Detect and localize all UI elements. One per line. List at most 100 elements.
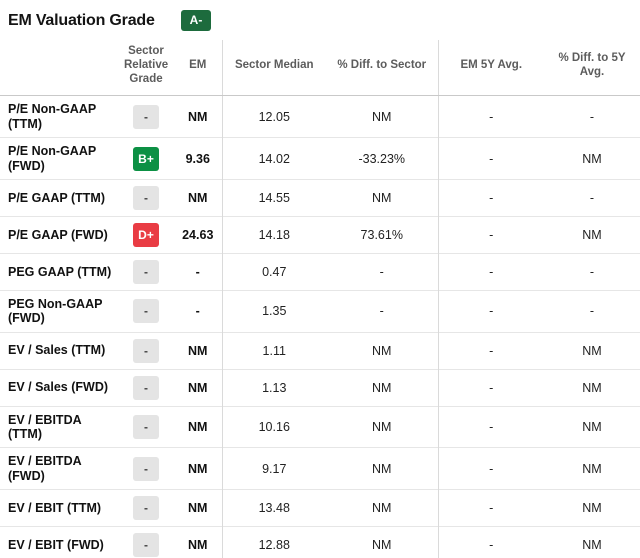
grade-cell: - — [118, 289, 174, 333]
page-title: EM Valuation Grade — [8, 11, 155, 29]
sector-relative-grade-header: Sector Relative Grade — [118, 40, 174, 97]
metric-label[interactable]: P/E Non-GAAP (FWD) — [0, 137, 118, 180]
diff-to-5y-avg-value: NM — [544, 215, 640, 254]
widget-title-bar: EM Valuation Grade A- — [0, 0, 640, 40]
grade-cell: - — [118, 405, 174, 448]
em-5y-avg-value: - — [438, 215, 544, 254]
diff-to-5y-avg-value: NM — [544, 331, 640, 370]
em-value: NM — [174, 405, 223, 448]
em-value: NM — [174, 526, 223, 558]
sector-median-value: 13.48 — [222, 489, 326, 527]
table-row: EV / Sales (TTM) - NM 1.11 NM - NM — [0, 331, 640, 370]
em-5y-avg-value: - — [438, 252, 544, 291]
em-5y-avg-value: - — [438, 447, 544, 490]
diff-to-sector-header: % Diff. to Sector — [326, 40, 439, 97]
em-value: NM — [174, 447, 223, 490]
grade-cell: - — [118, 252, 174, 291]
grade-badge: B+ — [133, 146, 159, 171]
metric-label[interactable]: EV / EBIT (FWD) — [0, 526, 118, 558]
table-row: EV / EBIT (FWD) - NM 12.88 NM - NM — [0, 526, 640, 558]
em-5y-avg-value: - — [438, 95, 544, 138]
table-row: P/E Non-GAAP (FWD) B+ 9.36 14.02 -33.23%… — [0, 137, 640, 180]
em-column-header: EM — [174, 40, 223, 97]
valuation-table: Sector Relative Grade EM Sector Median %… — [0, 40, 640, 558]
table-row: EV / EBIT (TTM) - NM 13.48 NM - NM — [0, 489, 640, 527]
grade-cell: - — [118, 368, 174, 407]
diff-to-sector-value: - — [326, 252, 439, 291]
metric-label[interactable]: PEG Non-GAAP (FWD) — [0, 289, 118, 333]
sector-median-value: 14.18 — [222, 215, 326, 254]
grade-cell: - — [118, 447, 174, 490]
table-row: P/E GAAP (FWD) D+ 24.63 14.18 73.61% - N… — [0, 215, 640, 254]
sector-median-value: 12.05 — [222, 95, 326, 138]
grade-cell: - — [118, 178, 174, 217]
diff-to-sector-value: NM — [326, 368, 439, 407]
table-row: EV / Sales (FWD) - NM 1.13 NM - NM — [0, 368, 640, 407]
table-row: EV / EBITDA (TTM) - NM 10.16 NM - NM — [0, 405, 640, 448]
em-5y-avg-value: - — [438, 137, 544, 180]
metric-label[interactable]: P/E Non-GAAP (TTM) — [0, 95, 118, 138]
diff-to-5y-avg-value: NM — [544, 526, 640, 558]
grade-cell: B+ — [118, 137, 174, 180]
metric-label[interactable]: EV / EBITDA (FWD) — [0, 447, 118, 490]
diff-to-5y-avg-value: NM — [544, 489, 640, 527]
diff-to-5y-avg-value: - — [544, 289, 640, 333]
sector-median-value: 10.16 — [222, 405, 326, 448]
sector-median-value: 1.11 — [222, 331, 326, 370]
sector-median-value: 14.02 — [222, 137, 326, 180]
metric-label[interactable]: EV / EBITDA (TTM) — [0, 405, 118, 448]
sector-median-value: 0.47 — [222, 252, 326, 291]
table-row: P/E Non-GAAP (TTM) - NM 12.05 NM - - — [0, 95, 640, 138]
table-row: PEG GAAP (TTM) - - 0.47 - - - — [0, 252, 640, 291]
grade-badge: D+ — [133, 222, 159, 247]
grade-badge: - — [133, 533, 159, 558]
sector-median-header: Sector Median — [222, 40, 326, 97]
em-5y-avg-value: - — [438, 405, 544, 448]
metric-label[interactable]: P/E GAAP (TTM) — [0, 178, 118, 217]
grade-badge: - — [133, 259, 159, 284]
valuation-table-body: P/E Non-GAAP (TTM) - NM 12.05 NM - - P/E… — [0, 95, 640, 558]
grade-badge: - — [133, 299, 159, 324]
diff-to-5y-avg-value: - — [544, 252, 640, 291]
em-5y-avg-value: - — [438, 331, 544, 370]
table-header-row: Sector Relative Grade EM Sector Median %… — [0, 40, 640, 97]
em-5y-avg-header: EM 5Y Avg. — [438, 40, 544, 97]
em-value: NM — [174, 95, 223, 138]
sector-median-value: 9.17 — [222, 447, 326, 490]
em-value: NM — [174, 368, 223, 407]
metric-column-header — [0, 40, 118, 97]
grade-cell: - — [118, 331, 174, 370]
diff-to-sector-value: 73.61% — [326, 215, 439, 254]
table-row: EV / EBITDA (FWD) - NM 9.17 NM - NM — [0, 447, 640, 490]
table-row: P/E GAAP (TTM) - NM 14.55 NM - - — [0, 178, 640, 217]
em-5y-avg-value: - — [438, 526, 544, 558]
grade-cell: D+ — [118, 215, 174, 254]
grade-badge: - — [133, 185, 159, 210]
metric-label[interactable]: EV / Sales (FWD) — [0, 368, 118, 407]
grade-cell: - — [118, 95, 174, 138]
diff-to-5y-avg-value: - — [544, 178, 640, 217]
em-5y-avg-value: - — [438, 178, 544, 217]
diff-to-sector-value: NM — [326, 489, 439, 527]
em-value: NM — [174, 178, 223, 217]
diff-to-5y-avg-value: NM — [544, 405, 640, 448]
metric-label[interactable]: EV / EBIT (TTM) — [0, 489, 118, 527]
em-value: - — [174, 289, 223, 333]
em-5y-avg-value: - — [438, 289, 544, 333]
diff-to-5y-avg-value: NM — [544, 447, 640, 490]
diff-to-sector-value: NM — [326, 526, 439, 558]
em-5y-avg-value: - — [438, 368, 544, 407]
metric-label[interactable]: EV / Sales (TTM) — [0, 331, 118, 370]
overall-grade-badge[interactable]: A- — [180, 10, 212, 31]
sector-median-value: 14.55 — [222, 178, 326, 217]
grade-badge: - — [133, 338, 159, 363]
diff-to-sector-value: NM — [326, 331, 439, 370]
metric-label[interactable]: P/E GAAP (FWD) — [0, 215, 118, 254]
diff-to-5y-avg-value: - — [544, 95, 640, 138]
metric-label[interactable]: PEG GAAP (TTM) — [0, 252, 118, 291]
diff-to-sector-value: NM — [326, 447, 439, 490]
grade-badge: - — [133, 104, 159, 129]
diff-to-sector-value: - — [326, 289, 439, 333]
diff-to-5y-avg-value: NM — [544, 368, 640, 407]
